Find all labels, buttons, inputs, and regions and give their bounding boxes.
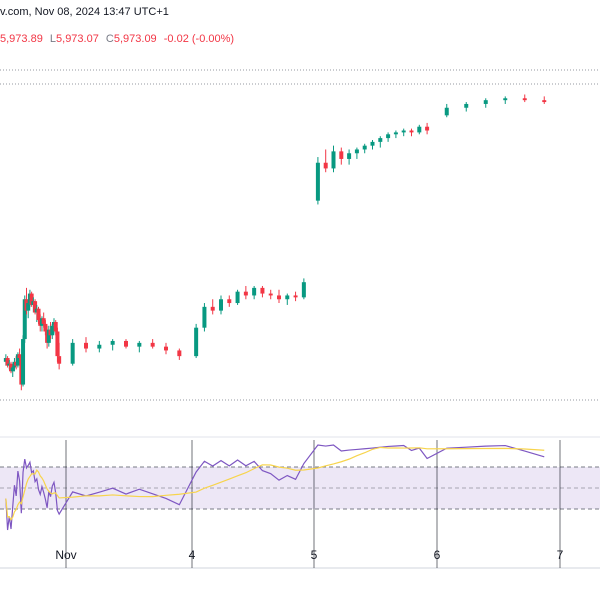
x-tick-label: 5 [310, 548, 318, 562]
candle-body [17, 354, 22, 359]
candle-body [57, 356, 62, 364]
candle-body [235, 291, 240, 304]
candle-body [409, 130, 414, 133]
candle-body [362, 145, 367, 150]
candle-body [293, 295, 298, 298]
rsi-ma-line [5, 446, 545, 521]
candle-body [227, 299, 232, 304]
candle-body [22, 299, 27, 340]
ohlc-change-value: -0.02 (-0.00%) [163, 33, 235, 45]
candle-body [202, 306, 207, 328]
ohlc-low-value: 5,973.07 [56, 33, 99, 45]
candle-body [55, 331, 60, 357]
candle-body [323, 162, 328, 169]
candle-body [33, 301, 38, 313]
candle-body [331, 151, 336, 169]
x-tick-label: Nov [55, 548, 77, 562]
candle-body [444, 107, 449, 116]
candle-body [425, 126, 430, 131]
candle-body [70, 342, 75, 364]
ohlc-low-label: L [49, 33, 57, 45]
candle-body [53, 322, 58, 332]
x-tick-label: 6 [433, 548, 441, 562]
candle-body [243, 291, 248, 296]
candle-body [542, 100, 547, 103]
x-tick-label: 7 [556, 548, 564, 562]
candle-body [483, 100, 488, 104]
candle-body [110, 340, 115, 345]
candle-body [97, 344, 102, 349]
candle-body [150, 342, 155, 347]
candle-body [137, 342, 142, 347]
candle-body [301, 282, 306, 298]
candle-body [43, 323, 48, 332]
candle-body [84, 342, 88, 349]
ohlc-high-value: 5,973.89 [0, 33, 43, 45]
candle-body [194, 327, 199, 357]
candle-body [285, 295, 290, 300]
chart-header: v.com, Nov 08, 2024 13:47 UTC+1 [0, 0, 600, 22]
candle-body [378, 138, 383, 142]
candle-body [5, 358, 10, 366]
candle-body [164, 346, 168, 351]
source-timestamp: v.com, Nov 08, 2024 13:47 UTC+1 [0, 6, 169, 18]
candle-body [177, 350, 182, 357]
candle-body [26, 303, 31, 311]
candle-body [21, 339, 26, 385]
candle-body [503, 98, 508, 101]
candle-body [370, 141, 375, 146]
candle-body [386, 134, 391, 139]
x-tick-label: 4 [188, 548, 196, 562]
candle-body [15, 354, 20, 366]
candle-body [393, 132, 398, 135]
candle-body [277, 295, 281, 300]
candle-body [46, 329, 51, 343]
candle-body [268, 293, 273, 296]
candle-body [339, 151, 344, 159]
candle-body [522, 98, 527, 101]
rsi-band [0, 467, 600, 509]
candle-body [417, 126, 422, 133]
ohlc-readout: 5,973.89 L5,973.07 C5,973.09 -0.02 (-0.0… [0, 33, 234, 45]
candle-body [464, 103, 469, 108]
candle-body [124, 340, 128, 347]
candle-body [29, 293, 34, 305]
candle-body [10, 367, 15, 372]
rsi-line [5, 444, 545, 531]
candle-body [50, 325, 55, 336]
candle-body [210, 306, 215, 311]
candle-body [252, 287, 257, 296]
candle-body [260, 287, 265, 294]
candle-body [219, 299, 223, 311]
candle-body [36, 308, 41, 321]
candle-body [315, 162, 320, 201]
candle-body [347, 153, 352, 159]
ohlc-close-value: 5,973.09 [113, 33, 157, 45]
candle-body [401, 130, 406, 133]
candle-body [41, 318, 46, 324]
candle-body [354, 149, 359, 154]
ohlc-close-label: C [105, 33, 114, 45]
